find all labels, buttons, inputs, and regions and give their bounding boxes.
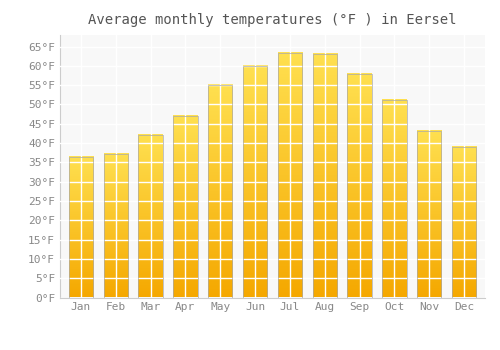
Bar [68,156,93,298]
Bar [312,54,337,298]
Bar [382,100,406,297]
Bar [278,53,302,298]
Bar [104,154,128,298]
Bar [243,66,268,297]
Bar [173,116,198,298]
Bar [348,74,372,298]
Bar [417,131,442,298]
Bar [452,147,476,298]
Bar [208,85,233,298]
Title: Average monthly temperatures (°F ) in Eersel: Average monthly temperatures (°F ) in Ee… [88,13,457,27]
Bar [138,135,163,298]
